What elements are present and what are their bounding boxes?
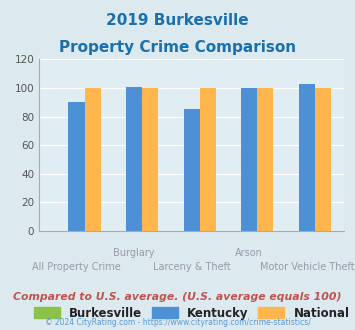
Text: Compared to U.S. average. (U.S. average equals 100): Compared to U.S. average. (U.S. average … (13, 292, 342, 302)
Text: Property Crime Comparison: Property Crime Comparison (59, 40, 296, 54)
Text: Motor Vehicle Theft: Motor Vehicle Theft (260, 262, 354, 272)
Bar (315, 88, 331, 231)
Bar (84, 88, 101, 231)
Text: Burglary: Burglary (113, 248, 155, 258)
Bar (257, 88, 273, 231)
Bar (184, 110, 200, 231)
Bar (299, 84, 315, 231)
Text: © 2024 CityRating.com - https://www.cityrating.com/crime-statistics/: © 2024 CityRating.com - https://www.city… (45, 318, 310, 327)
Bar (142, 88, 158, 231)
Bar (200, 88, 216, 231)
Bar (126, 86, 142, 231)
Text: Larceny & Theft: Larceny & Theft (153, 262, 231, 272)
Text: All Property Crime: All Property Crime (32, 262, 121, 272)
Bar (241, 88, 257, 231)
Bar (69, 102, 84, 231)
Text: 2019 Burkesville: 2019 Burkesville (106, 13, 249, 28)
Text: Arson: Arson (235, 248, 263, 258)
Legend: Burkesville, Kentucky, National: Burkesville, Kentucky, National (29, 302, 354, 325)
